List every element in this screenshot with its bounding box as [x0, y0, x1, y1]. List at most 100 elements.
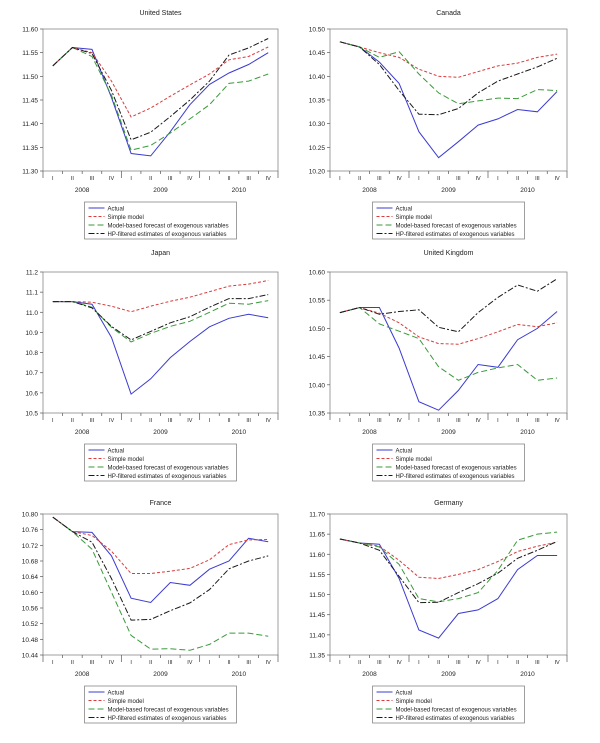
y-tick-label: 11.50	[22, 74, 38, 81]
y-tick-label: 10.40	[309, 74, 326, 81]
x-tick-label: II	[71, 660, 75, 666]
legend-box	[372, 201, 525, 240]
y-tick-label: 11.70	[309, 512, 325, 519]
x-tick-label: II	[358, 176, 362, 182]
x-tick-label: I	[339, 176, 341, 182]
chart-title: Canada	[436, 10, 461, 17]
x-tick-label: III	[456, 176, 461, 182]
y-tick-label: 11.2	[26, 270, 39, 277]
x-tick-label: II	[228, 418, 232, 424]
series-line-model-based-forecast-of-exogenous-variables	[52, 300, 269, 343]
legend-label: HP-filtered estimates of exogenous varia…	[108, 232, 227, 238]
x-tick-label: I	[209, 660, 211, 666]
x-tick-label: II	[71, 418, 75, 424]
x-tick-label: I	[418, 176, 420, 182]
series-line-simple-model	[339, 41, 558, 78]
legend-label: HP-filtered estimates of exogenous varia…	[108, 474, 227, 480]
year-label: 2008	[362, 429, 377, 436]
x-tick-label: I	[339, 660, 341, 666]
y-tick-label: 10.7	[25, 370, 38, 377]
chart-panel-france: France 10.44 10.48 10.52 10.56 10.60 10.64 10.6…	[22, 500, 279, 724]
year-label: 2009	[441, 671, 456, 678]
x-tick-label: IV	[555, 660, 561, 666]
legend-label: Simple model	[396, 457, 432, 463]
x-tick-label: I	[130, 176, 132, 182]
year-label: 2008	[75, 187, 90, 194]
x-tick-label: IV	[476, 418, 482, 424]
legend-box	[372, 443, 525, 482]
x-tick-label: III	[535, 660, 540, 666]
year-label: 2010	[520, 671, 535, 678]
y-tick-label: 10.45	[309, 50, 326, 57]
y-tick-label: 10.8	[25, 350, 38, 357]
y-tick-label: 11.40	[22, 121, 38, 128]
year-label: 2009	[441, 429, 456, 436]
legend-label: HP-filtered estimates of exogenous varia…	[396, 232, 515, 238]
legend-label: Model-based forecast of exogenous variab…	[396, 707, 517, 713]
year-label: 2010	[520, 187, 535, 194]
series-line-model-based-forecast-of-exogenous-variables	[52, 46, 269, 151]
series-line-simple-model	[339, 306, 558, 345]
chart-title: Japan	[151, 250, 170, 257]
x-tick-label: IV	[266, 418, 272, 424]
legend: Actual Simple model Model-based forecast o…	[84, 201, 237, 240]
plot-frame	[42, 271, 279, 414]
series-line-actual	[339, 41, 558, 159]
y-tick-label: 11.40	[309, 632, 325, 639]
plot-frame	[329, 271, 568, 414]
chart-panel-canada: Canada 10.20 10.25 10.30 10.35 10.40 10.45 10.5…	[309, 10, 568, 240]
x-tick-label: I	[209, 418, 211, 424]
x-tick-label: III	[168, 660, 173, 666]
x-tick-label: III	[456, 418, 461, 424]
year-label: 2010	[232, 429, 247, 436]
y-tick-label: 10.20	[309, 169, 326, 176]
x-tick-label: III	[246, 418, 251, 424]
year-label: 2008	[362, 671, 377, 678]
x-tick-label: II	[516, 418, 520, 424]
year-label: 2009	[441, 187, 456, 194]
y-tick-label: 10.76	[22, 527, 39, 534]
y-tick-label: 11.65	[309, 532, 325, 539]
y-tick-label: 10.50	[309, 27, 326, 34]
chart-title: Germany	[434, 500, 463, 507]
y-tick-label: 11.35	[22, 145, 38, 152]
y-tick-label: 11.50	[309, 592, 325, 599]
legend-label: HP-filtered estimates of exogenous varia…	[396, 474, 515, 480]
legend-label: HP-filtered estimates of exogenous varia…	[108, 716, 227, 722]
x-tick-label: III	[168, 418, 173, 424]
x-tick-label: II	[149, 176, 153, 182]
legend-label: Simple model	[108, 457, 144, 463]
legend-box	[84, 443, 237, 482]
x-tick-label: I	[497, 660, 499, 666]
x-tick-label: IV	[109, 660, 115, 666]
y-tick-label: 10.30	[309, 121, 326, 128]
x-tick-label: IV	[109, 176, 115, 182]
x-tick-label: IV	[187, 176, 193, 182]
series-line-hp-filtered-estimates-of-exogenous-variables	[339, 278, 558, 333]
legend-label: Actual	[396, 448, 413, 454]
y-tick-label: 10.60	[22, 590, 39, 597]
y-tick-label: 10.80	[22, 512, 39, 519]
x-tick-label: III	[377, 418, 382, 424]
y-tick-label: 10.5	[25, 411, 38, 418]
legend-label: HP-filtered estimates of exogenous varia…	[396, 716, 515, 722]
x-tick-label: II	[516, 176, 520, 182]
y-tick-label: 11.30	[22, 169, 38, 176]
year-label: 2008	[75, 671, 90, 678]
y-tick-label: 10.9	[25, 330, 38, 337]
series-line-actual	[52, 301, 269, 395]
x-tick-label: I	[130, 660, 132, 666]
x-tick-label: I	[130, 418, 132, 424]
legend: Actual Simple model Model-based forecast o…	[84, 685, 237, 724]
legend-label: Actual	[396, 206, 413, 212]
plot-frame	[42, 513, 279, 656]
x-tick-label: II	[71, 176, 75, 182]
x-tick-label: III	[377, 660, 382, 666]
y-tick-label: 11.0	[26, 310, 39, 317]
x-tick-label: III	[456, 660, 461, 666]
y-tick-label: 10.64	[22, 574, 39, 581]
y-tick-label: 10.35	[309, 98, 326, 105]
y-tick-label: 10.44	[22, 653, 39, 660]
series-line-actual	[52, 46, 269, 157]
